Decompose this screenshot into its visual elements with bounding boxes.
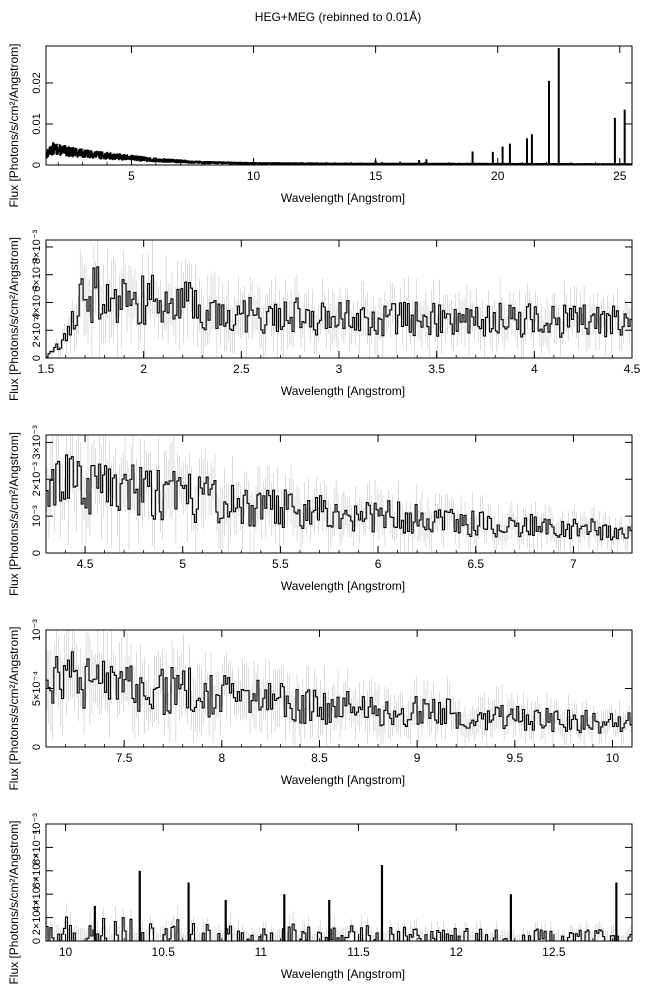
y-axis-label: Flux [Photons/s/cm²/Angstrom]	[7, 432, 21, 596]
chart-panel-4: 7.5 8 8.5 9 9.5 10 Wavelength [Angstrom] 0 5×10⁻…	[7, 619, 633, 791]
error-bars	[46, 903, 632, 941]
x-axis: 4.5 5 5.5 6 6.5 7 Wavelength [Angstrom]	[45, 435, 633, 593]
spectrum-data	[46, 630, 632, 747]
spectrum-series	[46, 454, 632, 541]
x-tick-label: 5	[128, 169, 135, 183]
x-axis: 10 10.5 11 11.5 12 12.5 Wavelength [Angstrom]	[45, 824, 633, 981]
x-tick-label: 20	[491, 169, 505, 183]
x-tick-label: 12	[450, 945, 464, 959]
x-tick-label: 4.5	[77, 557, 94, 571]
y-tick-label: 8×10⁻³	[31, 229, 43, 264]
y-tick-label: 8×10⁻⁴	[31, 829, 43, 865]
spectrum-data	[46, 435, 632, 553]
chart-panel-2: 1.5 2 2.5 3 3.5 4 4.5 Wavelength [Angstrom] 0 2×1…	[7, 229, 641, 401]
spectrum-data	[45, 48, 633, 166]
plot-frame	[45, 629, 633, 748]
x-tick-label: 11.5	[347, 945, 370, 959]
x-tick-label: 8	[218, 751, 225, 765]
x-tick-label: 5	[179, 557, 186, 571]
y-tick-label: 0	[31, 162, 43, 168]
error-bars	[46, 630, 632, 747]
x-tick-label: 25	[613, 169, 627, 183]
x-axis-label: Wavelength [Angstrom]	[281, 967, 405, 981]
y-axis-label: Flux [Photons/s/cm²/Angstrom]	[7, 626, 21, 790]
y-tick-label: 0	[31, 355, 43, 361]
y-tick-label: 2×10⁻³	[31, 313, 43, 348]
x-tick-label: 10.5	[152, 945, 176, 959]
spectrum-series	[46, 916, 632, 942]
y-axis: 0 2×10⁻⁴4×10⁻⁴6×10⁻⁴8×10⁻⁴10⁻³ Flux [Photo…	[7, 813, 632, 985]
x-axis: 1.5 2 2.5 3 3.5 4 4.5 Wavelength [Angstrom]	[38, 240, 641, 398]
x-tick-label: 11	[255, 945, 268, 959]
x-tick-label: 2	[140, 362, 147, 376]
y-axis: 0 2×10⁻³4×10⁻³6×10⁻³8×10⁻³ Flux [Photons/s…	[7, 229, 632, 401]
error-bars	[46, 435, 632, 553]
spectrum-series	[46, 651, 632, 734]
plot-frame	[45, 434, 633, 554]
y-tick-label: 6×10⁻³	[31, 257, 43, 292]
x-tick-label: 3.5	[428, 362, 445, 376]
spectrum-series	[45, 142, 633, 166]
plot-frame	[45, 45, 633, 166]
x-tick-label: 2.5	[233, 362, 250, 376]
chart-panel-1: 5 10 15 20 25 Wavelength [Angstrom] 0 0.01 0.02 F…	[7, 43, 633, 208]
spectrum-series	[46, 266, 632, 358]
x-axis-label: Wavelength [Angstrom]	[281, 773, 405, 787]
y-axis-label: Flux [Photons/s/cm²/Angstrom]	[7, 43, 21, 207]
y-tick-label: 3×10⁻³	[31, 425, 43, 460]
x-tick-label: 4.5	[624, 362, 641, 376]
x-tick-label: 15	[369, 169, 383, 183]
x-tick-label: 7	[570, 557, 577, 571]
y-tick-label: 10⁻³	[31, 813, 43, 835]
spectrum-data	[46, 864, 632, 942]
y-tick-label: 2×10⁻⁴	[31, 900, 43, 936]
spectrum-data	[46, 240, 632, 358]
error-bars	[46, 240, 632, 358]
x-tick-label: 4	[531, 362, 538, 376]
x-tick-label: 3	[336, 362, 343, 376]
x-tick-label: 12.5	[542, 945, 566, 959]
y-tick-label: 6×10⁻⁴	[31, 853, 43, 889]
y-tick-label: 4×10⁻⁴	[31, 876, 43, 912]
x-tick-label: 7.5	[116, 751, 133, 765]
plot-frame	[45, 823, 633, 942]
x-tick-label: 10	[606, 751, 620, 765]
y-tick-label: 0	[31, 550, 43, 556]
x-tick-label: 10	[247, 169, 261, 183]
x-axis-label: Wavelength [Angstrom]	[281, 579, 405, 593]
y-axis-label: Flux [Photons/s/cm²/Angstrom]	[7, 820, 21, 984]
y-tick-label: 4×10⁻³	[31, 285, 43, 320]
x-axis: 7.5 8 8.5 9 9.5 10 Wavelength [Angstrom]	[45, 630, 633, 787]
y-tick-label: 2×10⁻³	[31, 462, 43, 497]
x-tick-label: 5.5	[272, 557, 289, 571]
y-tick-label: 0	[31, 744, 43, 750]
figure-title: HEG+MEG (rebinned to 0.01Å)	[255, 9, 421, 24]
y-tick-label: 10⁻³	[31, 505, 43, 527]
chart-panel-3: 4.5 5 5.5 6 6.5 7 Wavelength [Angstrom] 0 10⁻³ 2×…	[7, 425, 633, 596]
y-tick-label: 0.02	[31, 72, 43, 93]
x-tick-label: 1.5	[38, 362, 55, 376]
y-tick-label: 10⁻³	[31, 619, 43, 641]
y-axis: 0 0.01 0.02 Flux [Photons/s/cm²/Angstrom]	[7, 43, 632, 208]
x-axis-label: Wavelength [Angstrom]	[281, 384, 405, 398]
x-axis: 5 10 15 20 25 Wavelength [Angstrom]	[57, 46, 627, 205]
y-tick-label: 0.01	[31, 113, 43, 134]
x-axis-label: Wavelength [Angstrom]	[281, 191, 405, 205]
x-tick-label: 6	[375, 557, 382, 571]
y-tick-label: 5×10⁻⁴	[31, 671, 43, 707]
x-tick-label: 8.5	[311, 751, 328, 765]
y-tick-label: 0	[31, 938, 43, 944]
y-axis-label: Flux [Photons/s/cm²/Angstrom]	[7, 237, 21, 401]
y-axis: 0 10⁻³ 2×10⁻³ 3×10⁻³ Flux [Photons/s/cm²/Ang…	[7, 425, 632, 596]
x-tick-label: 10	[59, 945, 73, 959]
x-tick-label: 6.5	[467, 557, 484, 571]
x-tick-label: 9.5	[506, 751, 523, 765]
y-axis: 0 5×10⁻⁴ 10⁻³ Flux [Photons/s/cm²/Angstrom]	[7, 619, 632, 791]
x-tick-label: 9	[414, 751, 421, 765]
